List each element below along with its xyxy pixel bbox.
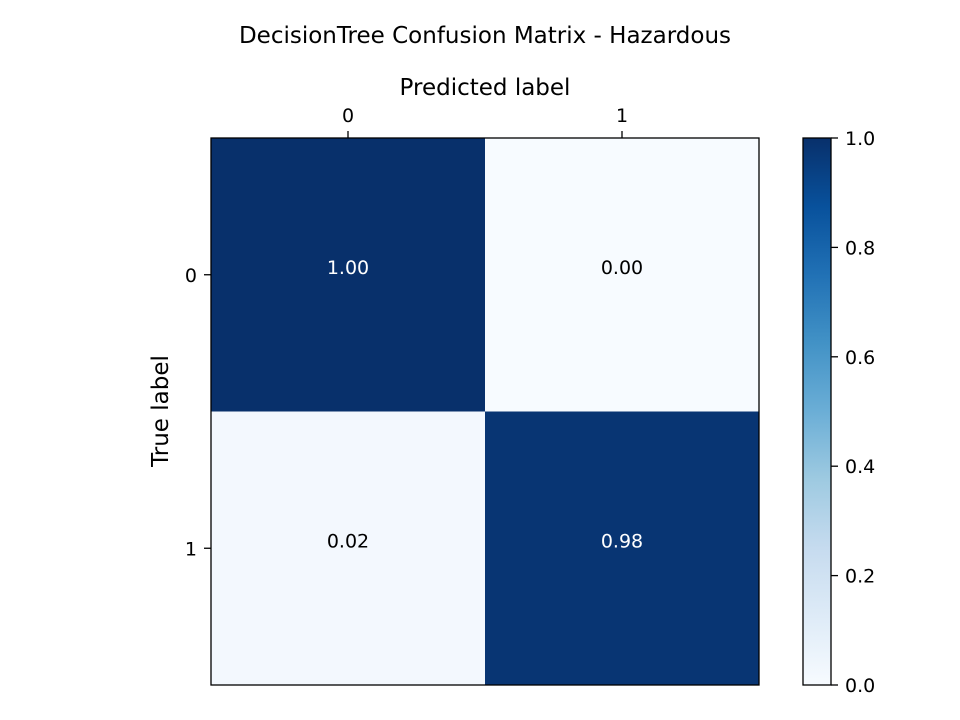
colorbar-frame xyxy=(802,137,832,686)
x-tick-label-0: 0 xyxy=(342,105,354,127)
heatmap-cell-r0-c0 xyxy=(211,138,486,412)
cell-value-label-r0-c1: 0.00 xyxy=(601,257,643,279)
cell-value-label-r1-c0: 0.02 xyxy=(327,530,369,552)
y-tick-label-0: 0 xyxy=(185,265,197,287)
heatmap-cell-r0-c1 xyxy=(485,138,760,412)
plot-frame xyxy=(210,137,760,686)
colorbar-tick-label-2: 0.4 xyxy=(845,456,875,478)
y-axis-label: True label xyxy=(148,355,174,468)
heatmap-cells xyxy=(211,138,760,686)
heatmap-cell-labels: 1.00 0.00 0.02 0.98 xyxy=(327,257,643,553)
heatmap-cell-r1-c1 xyxy=(485,411,760,686)
cell-value-label-r0-c0: 1.00 xyxy=(327,257,369,279)
cell-value-label-r1-c1: 0.98 xyxy=(601,530,643,552)
colorbar-tick-label-5: 1.0 xyxy=(845,128,875,150)
colorbar-tick-label-3: 0.6 xyxy=(845,347,875,369)
colorbar-tick-label-4: 0.8 xyxy=(845,237,875,259)
heatmap-cell-r1-c0 xyxy=(211,411,486,686)
x-axis-label: Predicted label xyxy=(400,75,571,101)
chart-title: DecisionTree Confusion Matrix - Hazardou… xyxy=(239,23,731,49)
colorbar-ticks: 0.0 0.2 0.4 0.6 0.8 1.0 xyxy=(831,128,875,697)
colorbar xyxy=(803,138,831,685)
colorbar-tick-label-0: 0.0 xyxy=(845,675,875,697)
colorbar-tick-label-1: 0.2 xyxy=(845,566,875,588)
y-axis-ticks: 01 xyxy=(185,265,211,560)
y-tick-label-1: 1 xyxy=(185,538,197,560)
x-tick-label-1: 1 xyxy=(616,105,628,127)
